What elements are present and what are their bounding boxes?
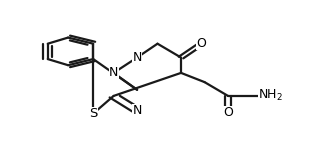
Text: N: N	[132, 51, 142, 64]
Text: N: N	[132, 104, 142, 117]
Text: N: N	[109, 66, 118, 79]
Text: O: O	[197, 37, 206, 50]
Text: NH$_2$: NH$_2$	[258, 88, 283, 104]
Text: O: O	[223, 106, 233, 119]
Text: S: S	[89, 107, 97, 120]
